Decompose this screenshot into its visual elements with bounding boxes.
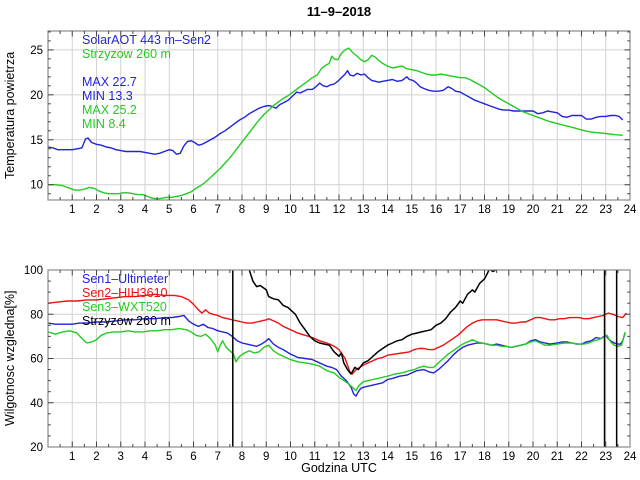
y-tick-label: 60	[30, 354, 43, 366]
legend-item-sen1: Sen1–Ultimeter	[82, 272, 169, 286]
x-tick-label: 9	[263, 204, 269, 216]
x-tick-label: 1	[69, 204, 75, 216]
temperature-stats: MAX 22.7 MIN 13.3 MAX 25.2 MIN 8.4	[82, 75, 137, 131]
series-line-sen1-ultimeter	[48, 314, 626, 397]
x-tick-label: 6	[190, 451, 196, 463]
stat-max-strzyzow: MAX 25.2	[82, 103, 137, 117]
legend-item-sen3: Sen3–WXT520	[82, 300, 167, 314]
x-tick-label: 1	[69, 451, 75, 463]
x-tick-label: 15	[405, 204, 418, 216]
series-line-strzyzow-260-m	[48, 47, 623, 200]
x-tick-label: 4	[142, 204, 149, 216]
x-tick-label: 14	[381, 204, 394, 216]
x-tick-label: 6	[190, 204, 196, 216]
stat-max-sen2: MAX 22.7	[82, 75, 137, 89]
x-tick-label: 4	[142, 451, 149, 463]
x-tick-label: 20	[527, 204, 540, 216]
x-tick-label: 7	[215, 204, 221, 216]
x-tick-label: 12	[333, 204, 346, 216]
y-axis-label-humidity: Wilgotnosc wzgledna[%]	[3, 290, 17, 427]
series-line-strzyzow-260-m	[247, 270, 500, 375]
x-tick-label: 23	[599, 204, 612, 216]
x-tick-label: 13	[357, 451, 370, 463]
y-tick-label: 10	[30, 180, 43, 192]
stat-min-sen2: MIN 13.3	[82, 89, 133, 103]
series-line-sen2-hih3610	[48, 293, 627, 375]
series-line-solaraot-443-m-sen2	[48, 69, 624, 155]
x-tick-label: 19	[502, 451, 515, 463]
y-tick-label: 40	[30, 398, 43, 410]
x-tick-label: 2	[93, 451, 99, 463]
x-tick-label: 14	[381, 451, 394, 463]
chart-title: 11–9–2018	[306, 4, 372, 19]
x-tick-label: 9	[263, 451, 269, 463]
x-tick-label: 13	[357, 204, 370, 216]
stat-min-strzyzow: MIN 8.4	[82, 117, 126, 131]
y-tick-label: 20	[30, 442, 43, 454]
legend-item-strzyzow260: Strzyzow 260 m	[82, 314, 171, 328]
x-axis-label: Godzina UTC	[301, 461, 377, 475]
x-tick-label: 18	[478, 451, 491, 463]
panel-humidity: 1 2 3 4 5 6 7 8 9 10 11 12 13 14 15 16 17 18 19 20 21 22 23 242…	[24, 265, 637, 463]
x-tick-label: 5	[166, 451, 172, 463]
y-tick-label: 20	[30, 90, 43, 102]
x-tick-label: 12	[333, 451, 346, 463]
legend-item-strzyzow: Strzyzow 260 m	[82, 47, 171, 61]
x-tick-label: 16	[430, 451, 443, 463]
x-tick-label: 16	[430, 204, 443, 216]
x-tick-label: 3	[118, 451, 124, 463]
x-tick-label: 19	[502, 204, 515, 216]
x-tick-label: 8	[239, 451, 245, 463]
x-tick-label: 11	[309, 204, 321, 216]
x-tick-label: 10	[284, 204, 297, 216]
x-tick-label: 24	[624, 451, 637, 463]
x-tick-label: 17	[454, 204, 467, 216]
x-tick-label: 23	[599, 451, 612, 463]
legend-temperature: SolarAOT 443 m–Sen2 Strzyzow 260 m	[82, 33, 211, 61]
series-line-sen3-wxt520	[48, 327, 626, 392]
legend-item-solaraot: SolarAOT 443 m–Sen2	[82, 33, 212, 47]
x-tick-label: 17	[454, 451, 467, 463]
x-tick-label: 20	[527, 451, 540, 463]
legend-humidity: Sen1–Ultimeter Sen2–HIH3610 Sen3–WXT520 …	[82, 272, 171, 328]
y-axis-label-temperature: Temperatura powietrza	[3, 51, 17, 180]
x-tick-label: 15	[405, 451, 418, 463]
x-tick-label: 22	[575, 451, 588, 463]
y-tick-label: 100	[24, 265, 43, 277]
y-tick-label: 80	[30, 309, 43, 321]
x-tick-label: 24	[624, 204, 637, 216]
y-tick-label: 15	[30, 135, 43, 147]
x-tick-label: 2	[93, 204, 99, 216]
x-tick-label: 22	[575, 204, 588, 216]
x-tick-label: 5	[166, 204, 172, 216]
x-tick-label: 7	[215, 451, 221, 463]
x-tick-label: 10	[284, 451, 297, 463]
x-tick-label: 3	[118, 204, 124, 216]
x-tick-label: 21	[551, 451, 564, 463]
panel-temperature: 1 2 3 4 5 6 7 8 9 10 11 12 13 14 15 16 17 18 19 20 21 22 23 241…	[30, 30, 637, 216]
x-tick-label: 11	[309, 451, 321, 463]
y-tick-label: 25	[30, 45, 43, 57]
x-tick-label: 8	[239, 204, 245, 216]
x-tick-label: 18	[478, 204, 491, 216]
legend-item-sen2: Sen2–HIH3610	[82, 286, 168, 300]
x-tick-label: 21	[551, 204, 564, 216]
